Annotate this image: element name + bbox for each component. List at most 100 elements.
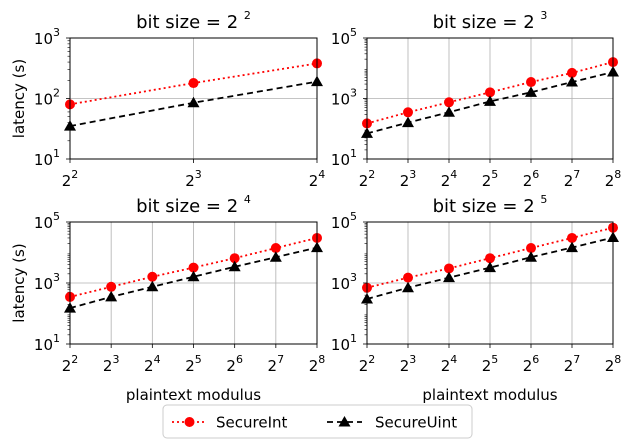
- data-point: [269, 251, 282, 262]
- x-tick-label-base: 2: [400, 357, 410, 375]
- x-tick-label-base: 2: [62, 357, 72, 375]
- x-tick-label: 24: [144, 353, 161, 375]
- x-tick-label: 25: [185, 353, 202, 375]
- data-point: [526, 243, 536, 254]
- x-tick-label-exponent: 5: [195, 353, 202, 366]
- subplot-title-exponent: 3: [540, 9, 547, 22]
- y-tick-label: 101: [34, 147, 60, 169]
- data-point: [146, 280, 159, 292]
- data-point: [567, 67, 577, 78]
- x-tick-label-base: 2: [482, 357, 492, 375]
- y-tick-label-base: 10: [331, 30, 350, 48]
- x-tick-label-base: 2: [400, 172, 410, 190]
- x-tick-label: 28: [309, 353, 326, 375]
- x-tick-label-exponent: 2: [71, 168, 78, 181]
- data-point: [525, 251, 537, 262]
- data-point: [105, 290, 118, 302]
- x-axis-label: plaintext modulus: [126, 386, 261, 404]
- x-tick-label-base: 2: [185, 357, 195, 375]
- x-tick-label-base: 2: [564, 172, 574, 190]
- x-tick-label-base: 2: [359, 357, 369, 375]
- y-tick-label-exponent: 5: [53, 210, 60, 223]
- data-point: [403, 107, 413, 118]
- data-point: [106, 281, 117, 292]
- data-point: [484, 95, 496, 106]
- x-tick-label: 23: [185, 168, 202, 190]
- x-tick-label: 24: [441, 353, 458, 375]
- x-tick-label: 25: [482, 168, 499, 190]
- x-tick-label-exponent: 3: [409, 353, 416, 366]
- data-point: [444, 97, 454, 108]
- x-tick-label-exponent: 4: [318, 168, 325, 181]
- data-point: [525, 86, 537, 97]
- x-tick-label-exponent: 7: [573, 168, 580, 181]
- x-tick-label-exponent: 2: [368, 353, 375, 366]
- x-tick-label: 24: [309, 168, 326, 190]
- y-tick-label: 105: [34, 210, 60, 232]
- data-point: [229, 253, 240, 264]
- y-tick-label-exponent: 3: [350, 87, 357, 100]
- legend-label: SecureUint: [375, 414, 457, 432]
- y-tick-label-exponent: 5: [350, 26, 357, 39]
- data-point: [228, 260, 241, 272]
- subplot-title: bit size = 2 5: [433, 193, 548, 217]
- data-point: [566, 76, 578, 87]
- data-point: [566, 241, 578, 253]
- x-tick-label: 22: [359, 353, 376, 375]
- x-tick-label-exponent: 3: [409, 168, 416, 181]
- data-point: [187, 270, 200, 282]
- y-tick-label: 101: [331, 332, 357, 354]
- x-tick-label-exponent: 5: [491, 168, 498, 181]
- legend-entry-secureuint: SecureUint: [327, 414, 457, 432]
- x-tick-label: 25: [482, 353, 499, 375]
- data-point: [188, 78, 199, 89]
- y-tick-label-base: 10: [34, 336, 53, 354]
- x-tick-label-exponent: 7: [277, 353, 284, 366]
- x-tick-label-base: 2: [185, 172, 195, 190]
- y-tick-label: 102: [34, 87, 60, 109]
- y-axis-label: latency (s): [10, 59, 28, 138]
- x-tick-label-exponent: 7: [573, 353, 580, 366]
- x-tick-label-base: 2: [226, 357, 236, 375]
- x-tick-label-exponent: 6: [236, 353, 243, 366]
- x-tick-label-exponent: 6: [532, 168, 539, 181]
- x-tick-label: 23: [400, 353, 417, 375]
- x-tick-label-exponent: 8: [318, 353, 325, 366]
- y-tick-label: 103: [331, 87, 357, 109]
- x-tick-label-base: 2: [309, 357, 319, 375]
- y-axis-label: latency (s): [10, 243, 28, 322]
- data-point: [443, 271, 455, 283]
- subplot-title-text: bit size = 2: [136, 12, 244, 33]
- x-tick-label-base: 2: [103, 357, 113, 375]
- y-tick-label: 105: [331, 26, 357, 48]
- x-tick-label-base: 2: [62, 172, 72, 190]
- x-tick-label-base: 2: [441, 357, 451, 375]
- data-point: [567, 232, 577, 243]
- y-tick-label-exponent: 5: [350, 210, 357, 223]
- subplot-title: bit size = 2 3: [433, 9, 548, 33]
- data-point: [187, 96, 200, 108]
- y-tick-label-base: 10: [34, 214, 53, 232]
- x-tick-label-exponent: 3: [112, 353, 119, 366]
- data-point: [484, 261, 496, 273]
- subplot-title-exponent: 5: [540, 193, 547, 206]
- legend-marker: [338, 416, 351, 427]
- x-tick-label-exponent: 4: [450, 353, 457, 366]
- x-tick-label-base: 2: [523, 172, 533, 190]
- x-tick-label: 24: [441, 168, 458, 190]
- x-tick-label: 26: [523, 168, 540, 190]
- y-tick-label: 103: [34, 26, 60, 48]
- data-point: [485, 87, 495, 98]
- y-tick-label-base: 10: [34, 91, 53, 109]
- series-secureint: [65, 58, 322, 110]
- series-secureuint: [64, 241, 323, 313]
- x-tick-label-exponent: 4: [450, 168, 457, 181]
- x-tick-label-exponent: 6: [532, 353, 539, 366]
- y-tick-label: 103: [331, 271, 357, 293]
- x-tick-label-base: 2: [268, 357, 278, 375]
- y-tick-label-base: 10: [331, 91, 350, 109]
- x-tick-label: 27: [268, 353, 285, 375]
- data-point: [188, 262, 199, 273]
